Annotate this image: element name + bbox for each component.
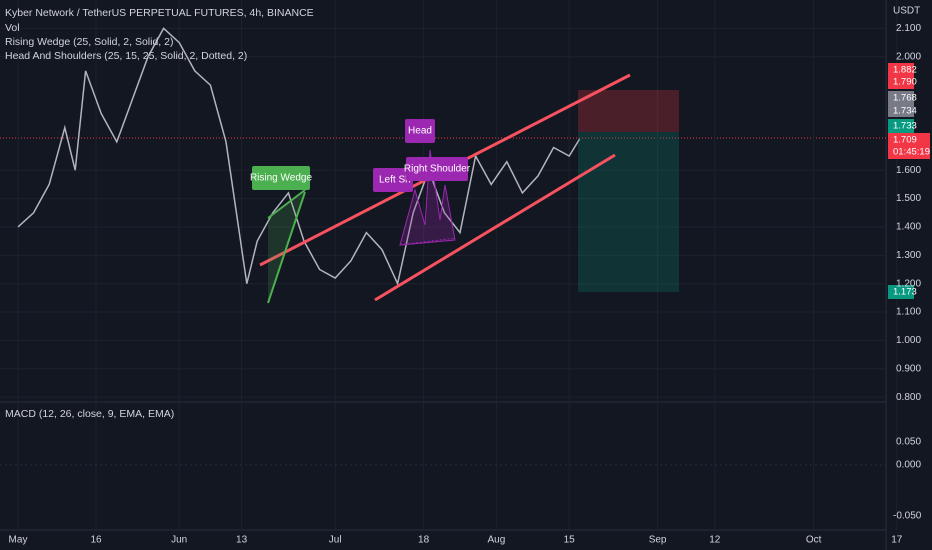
y-tick-label: 1.400 (896, 222, 921, 233)
pattern-label-bg (405, 119, 435, 143)
y-tick-label: 1.500 (896, 193, 921, 204)
x-tick-label: 15 (564, 535, 576, 546)
y-tick-label: 1.300 (896, 250, 921, 261)
y-tick-label: 1.200 (896, 278, 921, 289)
y-tick-label: 0.900 (896, 363, 921, 374)
pattern-label-bg (252, 166, 310, 190)
x-tick-label: Jun (171, 535, 187, 546)
stop-zone (578, 90, 679, 132)
macd-tick: -0.050 (893, 511, 922, 522)
x-tick-label: 18 (418, 535, 430, 546)
macd-tick: 0.000 (896, 460, 921, 471)
y-tick-label: 1.000 (896, 335, 921, 346)
price-tag: 1.709 (893, 135, 917, 146)
price-tag: 1.733 (893, 121, 917, 132)
hs-pattern (399, 149, 456, 246)
x-tick-label: Aug (488, 535, 506, 546)
neckline (399, 237, 456, 246)
price-tag: 1.734 (893, 106, 917, 117)
price-tag: 1.768 (893, 93, 917, 104)
price-tag: 1.173 (893, 287, 917, 298)
symbol-title: Kyber Network / TetherUS PERPETUAL FUTUR… (5, 7, 314, 19)
x-tick-label: Oct (806, 535, 822, 546)
macd-tick: 0.050 (896, 437, 921, 448)
x-tick-label: 17 (891, 535, 903, 546)
y-tick-label: 2.000 (896, 51, 921, 62)
macd-title: MACD (12, 26, close, 9, EMA, EMA) (5, 408, 174, 420)
y-tick-label: 2.100 (896, 23, 921, 34)
countdown: 01:45:19 (893, 147, 930, 158)
x-tick-label: Jul (329, 535, 342, 546)
tag-bg (888, 119, 914, 133)
pattern-label-bg (373, 168, 413, 192)
tag-bg (888, 285, 914, 299)
pattern-label: Right Shoulder (404, 164, 471, 175)
price-tag: 1.790 (893, 77, 917, 88)
tag-bg (888, 91, 914, 117)
x-tick-label: 12 (709, 535, 721, 546)
y-tick-label: 1.100 (896, 307, 921, 318)
wedge-fill (268, 190, 305, 303)
target-zone (578, 132, 679, 292)
pattern-label: Head (408, 126, 432, 137)
x-tick-label: 16 (90, 535, 102, 546)
y-tick-label: 0.800 (896, 392, 921, 403)
pattern-label: Left Sh (379, 175, 411, 186)
tag-bg (888, 63, 914, 89)
indicator-name: Vol (5, 22, 20, 34)
indicator-name: Rising Wedge (25, Solid, 2, Solid, 2) (5, 36, 173, 48)
pattern-label: Rising Wedge (250, 173, 313, 184)
y-tick-label: 1.600 (896, 165, 921, 176)
pattern-label-bg (406, 157, 468, 181)
price-line (17, 27, 581, 287)
x-tick-label: Sep (649, 535, 667, 546)
x-tick-label: May (9, 535, 28, 546)
tag-bg (888, 133, 930, 159)
channel-lower (374, 153, 616, 302)
currency: USDT (893, 6, 920, 17)
wedge-upper (267, 189, 306, 219)
indicator-name: Head And Shoulders (25, 15, 25, Solid, 2… (5, 50, 247, 62)
x-tick-label: 13 (236, 535, 248, 546)
price-tag: 1.882 (893, 65, 917, 76)
wedge-lower (267, 191, 306, 304)
